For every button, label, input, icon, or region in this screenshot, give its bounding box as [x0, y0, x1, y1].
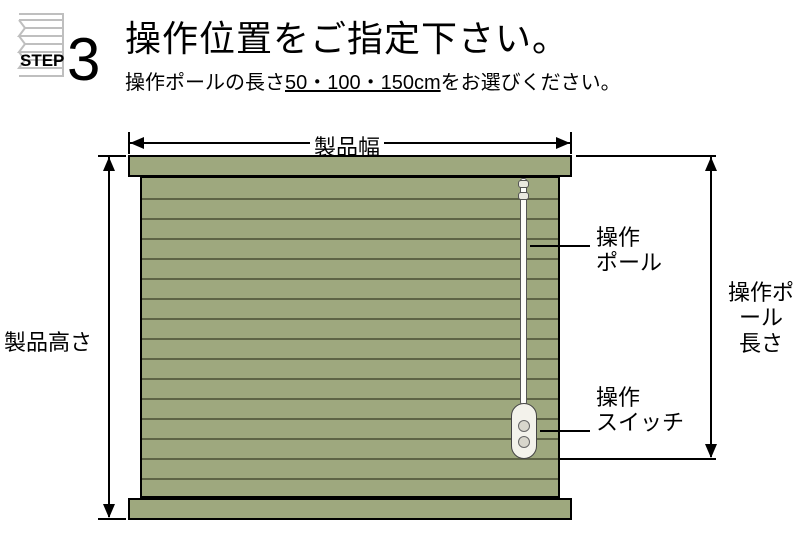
subtitle-c: をお選びください。 — [441, 72, 621, 94]
pole-arrow-down — [705, 444, 717, 458]
pole-length-label: 操作ポール長さ — [722, 280, 800, 356]
height-tick-bot — [98, 518, 126, 520]
svg-text:STEP: STEP — [20, 51, 64, 70]
header-text: 操作位置をご指定下さい。 操作ポールの長さ50・100・150cmをお選びくださ… — [125, 10, 800, 95]
pole-arrow-up — [705, 157, 717, 171]
leader-pole — [530, 245, 590, 247]
step-badge: STEP 3 — [15, 10, 105, 105]
height-dim-line — [108, 157, 110, 517]
leader-switch — [540, 430, 590, 432]
pole-bead — [518, 192, 529, 200]
step-number: 3 — [67, 26, 100, 93]
height-arrow-down — [103, 504, 115, 518]
switch-button-down — [518, 436, 530, 448]
pole-tick-bot — [540, 458, 716, 460]
pole-bead — [518, 180, 529, 188]
diagram: 製品幅 製品高さ 操作ポール長さ 操作ポール — [0, 130, 800, 550]
title: 操作位置をご指定下さい。 — [125, 10, 800, 62]
pole-tick-top — [576, 155, 716, 157]
height-arrow-up — [103, 157, 115, 171]
switch-button-up — [518, 420, 530, 432]
bottomrail — [128, 498, 572, 520]
subtitle: 操作ポールの長さ50・100・150cmをお選びください。 — [125, 66, 800, 95]
subtitle-b: 50・100・150cm — [285, 72, 441, 94]
blind-body — [140, 176, 560, 498]
height-label: 製品高さ — [0, 325, 96, 357]
pole-label: 操作ポール — [596, 225, 662, 276]
width-tick-right — [570, 132, 572, 154]
switch-label: 操作スイッチ — [596, 385, 684, 436]
pole-dim-line — [710, 157, 712, 457]
width-arrow-left — [130, 137, 144, 149]
headrail — [128, 155, 572, 177]
header: STEP 3 操作位置をご指定下さい。 操作ポールの長さ50・100・150cm… — [0, 0, 800, 105]
operation-pole — [520, 178, 527, 405]
subtitle-a: 操作ポールの長さ — [125, 72, 285, 94]
operation-switch — [511, 403, 537, 459]
width-arrow-right — [556, 137, 570, 149]
